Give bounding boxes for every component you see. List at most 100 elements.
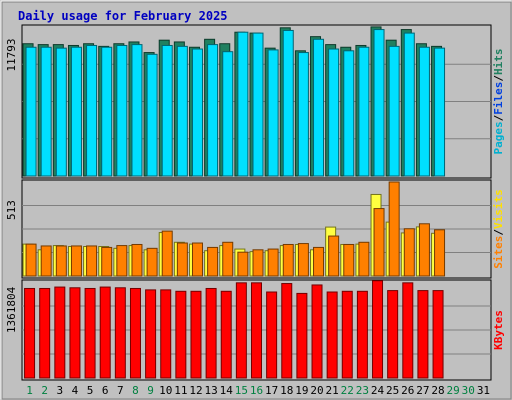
bar-kbytes-day-19	[296, 292, 308, 379]
bar-sites-day-9	[146, 247, 158, 277]
x-tick-label-day-28: 28	[431, 384, 444, 397]
bar-kbytes-day-20	[311, 284, 323, 379]
panel-legend: Pages/Files/Hits	[492, 49, 505, 155]
bar-pages-day-1	[25, 46, 37, 177]
x-tick-label-day-26: 26	[401, 384, 414, 397]
x-tick-label-day-16: 16	[250, 384, 263, 397]
x-tick-label-day-5: 5	[87, 384, 94, 397]
bar-sites-day-15	[237, 251, 249, 277]
x-tick-label-day-18: 18	[280, 384, 293, 397]
bar-sites-day-22	[343, 243, 355, 277]
bar-kbytes-day-10	[160, 289, 172, 379]
x-tick-label-day-12: 12	[189, 384, 202, 397]
bar-pages-day-13	[207, 44, 219, 177]
bar-kbytes-day-27	[417, 290, 429, 379]
bar-sites-day-5	[86, 245, 98, 277]
x-tick-label-day-10: 10	[159, 384, 172, 397]
bar-pages-day-2	[40, 46, 52, 177]
bar-sites-day-19	[297, 243, 309, 277]
panel-max-label: 1361804	[5, 286, 18, 333]
bar-kbytes-day-25	[387, 290, 399, 379]
bar-pages-day-15	[237, 31, 249, 177]
chart-panels: 11793 Pages/Files/Hits 513 Sites/Visits 1361…	[5, 24, 505, 381]
panel-2: 513 Sites/Visits	[5, 179, 505, 279]
bar-sites-day-17	[267, 248, 279, 277]
bar-pages-day-11	[176, 45, 188, 177]
x-tick-label-day-21: 21	[326, 384, 339, 397]
bar-kbytes-day-8	[129, 287, 141, 379]
bar-pages-day-10	[161, 44, 173, 177]
bar-pages-day-3	[55, 47, 67, 177]
bar-kbytes-day-21	[326, 291, 338, 379]
bar-kbytes-day-13	[205, 287, 217, 379]
bar-pages-day-8	[131, 44, 143, 177]
bar-kbytes-day-24	[372, 280, 384, 379]
bar-kbytes-day-11	[175, 290, 187, 379]
bar-kbytes-day-6	[99, 286, 111, 379]
bar-kbytes-day-3	[54, 286, 66, 379]
bar-sites-day-28	[434, 229, 446, 277]
x-tick-label-day-14: 14	[220, 384, 234, 397]
x-tick-label-day-27: 27	[416, 384, 429, 397]
bar-sites-day-21	[328, 235, 340, 277]
bar-pages-day-20	[313, 38, 325, 177]
bar-sites-day-10	[161, 230, 173, 277]
bar-sites-day-27	[418, 223, 430, 277]
bar-pages-day-27	[418, 46, 430, 177]
bar-pages-day-12	[191, 48, 203, 177]
panel-max-label: 513	[5, 200, 18, 220]
bar-kbytes-day-12	[190, 290, 202, 379]
chart-title: Daily usage for February 2025	[18, 9, 228, 23]
legend-separator: /	[492, 229, 505, 236]
bar-sites-day-2	[40, 245, 52, 277]
bar-pages-day-24	[373, 29, 385, 177]
x-tick-label-day-30: 30	[462, 384, 475, 397]
x-tick-label-day-19: 19	[295, 384, 308, 397]
bar-pages-day-4	[70, 46, 82, 177]
bar-pages-day-9	[146, 53, 158, 177]
bar-pages-day-25	[388, 45, 400, 177]
legend-pages: Pages	[492, 121, 505, 154]
bar-sites-day-11	[176, 242, 188, 277]
bar-sites-day-8	[131, 243, 143, 277]
x-tick-label-day-31: 31	[477, 384, 490, 397]
x-tick-label-day-25: 25	[386, 384, 399, 397]
bar-pages-day-5	[86, 44, 98, 177]
bar-pages-day-14	[222, 51, 234, 177]
bar-pages-day-16	[252, 32, 264, 177]
bar-kbytes-day-28	[432, 290, 444, 379]
x-tick-label-day-9: 9	[147, 384, 154, 397]
bar-pages-day-28	[434, 47, 446, 177]
x-tick-label-day-2: 2	[41, 384, 48, 397]
bar-sites-day-18	[282, 243, 294, 277]
legend-visits: Visits	[492, 189, 505, 229]
x-tick-label-day-3: 3	[57, 384, 64, 397]
panel-max-label: 11793	[5, 38, 18, 71]
x-tick-label-day-6: 6	[102, 384, 109, 397]
bar-sites-day-16	[252, 249, 264, 277]
bar-pages-day-21	[328, 48, 340, 177]
bar-kbytes-day-15	[235, 282, 247, 379]
bar-kbytes-day-18	[281, 283, 293, 379]
bar-kbytes-day-16	[251, 282, 262, 379]
bar-sites-day-24	[373, 208, 385, 277]
panel-legend: Sites/Visits	[492, 189, 505, 269]
x-axis-labels: 1 2 3 4 5 6 7 8 9 10 11 12 13 14 15 16 17 18 19 20 21 22 23 24 2…	[26, 384, 490, 397]
bar-pages-day-26	[403, 32, 415, 177]
x-tick-label-day-17: 17	[265, 384, 278, 397]
bar-sites-day-3	[55, 245, 67, 277]
bar-pages-day-19	[297, 52, 309, 177]
bar-sites-day-23	[358, 241, 370, 277]
x-tick-label-day-23: 23	[356, 384, 369, 397]
panel-1: 11793 Pages/Files/Hits	[5, 24, 505, 179]
bar-kbytes-day-14	[220, 290, 232, 379]
x-tick-label-day-15: 15	[235, 384, 248, 397]
bar-sites-day-13	[207, 246, 219, 277]
legend-kbytes: KBytes	[492, 310, 505, 350]
legend-sites: Sites	[492, 236, 505, 269]
x-tick-label-day-13: 13	[204, 384, 217, 397]
x-tick-label-day-24: 24	[371, 384, 385, 397]
